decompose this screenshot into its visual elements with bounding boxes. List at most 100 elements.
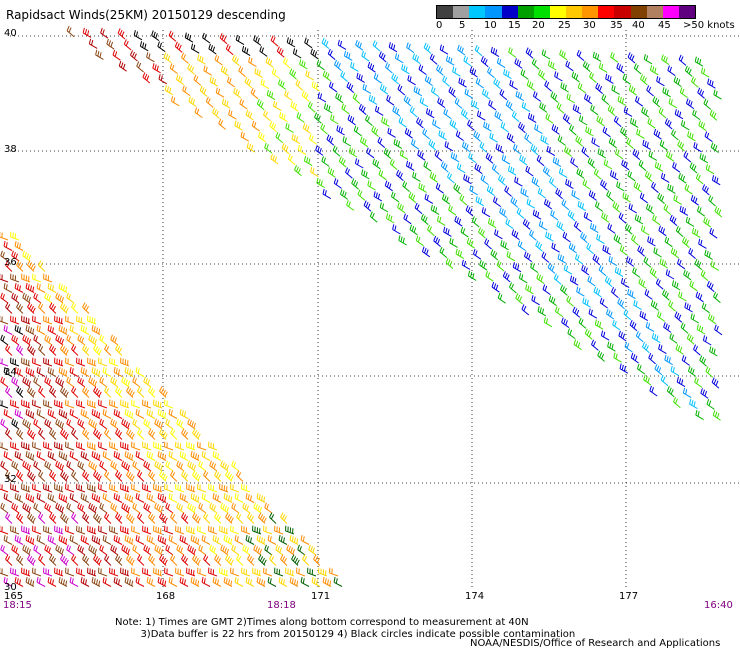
wind-barb bbox=[33, 334, 42, 346]
wind-barb bbox=[3, 283, 13, 293]
wind-barb bbox=[11, 250, 20, 262]
wind-barb bbox=[687, 366, 697, 377]
wind-barb bbox=[351, 178, 359, 190]
wind-barb bbox=[186, 483, 196, 493]
wind-barb bbox=[491, 163, 500, 175]
wind-barb bbox=[179, 535, 189, 545]
wind-barb bbox=[678, 54, 687, 66]
wind-barb bbox=[669, 214, 678, 226]
wind-barb bbox=[25, 367, 35, 377]
wind-barb bbox=[131, 567, 141, 577]
wind-barb bbox=[10, 483, 20, 493]
wind-barb bbox=[54, 441, 64, 451]
wind-barb bbox=[361, 169, 370, 180]
wind-barb bbox=[302, 123, 311, 134]
wind-barb bbox=[443, 226, 452, 237]
wind-barb bbox=[36, 325, 46, 335]
wind-barb bbox=[481, 88, 491, 100]
wind-barb bbox=[645, 321, 655, 333]
wind-barb bbox=[658, 343, 667, 355]
wind-barb bbox=[159, 512, 168, 524]
wind-barb bbox=[21, 525, 31, 535]
wind-barb bbox=[463, 55, 472, 67]
wind-barb bbox=[236, 554, 244, 566]
wind-barb bbox=[146, 52, 155, 63]
wind-barb bbox=[275, 544, 284, 556]
wind-barb bbox=[124, 409, 134, 419]
wind-barb bbox=[525, 47, 534, 59]
wind-barb bbox=[93, 554, 102, 566]
wind-barb bbox=[126, 554, 135, 566]
wind-barb bbox=[322, 577, 332, 587]
wind-barb bbox=[87, 483, 97, 493]
wind-barb bbox=[131, 441, 141, 451]
wind-barb bbox=[170, 512, 178, 524]
wind-barb bbox=[198, 544, 207, 556]
wind-barb bbox=[685, 98, 695, 110]
wind-barb bbox=[184, 32, 194, 43]
wind-barb bbox=[174, 41, 183, 53]
wind-barb bbox=[357, 189, 366, 201]
wind-barb bbox=[110, 334, 119, 346]
wind-barb bbox=[582, 297, 591, 308]
wind-barb bbox=[47, 283, 57, 293]
wind-barb bbox=[654, 161, 664, 172]
wind-barb bbox=[401, 64, 410, 75]
wind-barb bbox=[284, 90, 293, 101]
wind-barb bbox=[410, 138, 420, 150]
wind-barb bbox=[231, 502, 240, 514]
wind-barb bbox=[201, 535, 211, 545]
wind-barb bbox=[54, 399, 64, 409]
wind-barb bbox=[461, 141, 471, 153]
wind-barb bbox=[120, 483, 130, 493]
wind-barb bbox=[475, 196, 485, 207]
wind-barb bbox=[658, 225, 667, 237]
wind-barb bbox=[643, 374, 652, 386]
wind-barb bbox=[658, 107, 667, 119]
wind-barb bbox=[627, 170, 636, 182]
wind-barb bbox=[300, 535, 310, 545]
wind-barb bbox=[58, 577, 68, 587]
wind-barb bbox=[452, 66, 461, 77]
wind-barb bbox=[652, 214, 661, 226]
wind-barb bbox=[625, 256, 635, 267]
wind-barb bbox=[44, 334, 53, 346]
wind-barb bbox=[607, 104, 616, 116]
wind-barb bbox=[0, 567, 9, 577]
wind-barb bbox=[608, 137, 617, 149]
wind-barb bbox=[164, 399, 174, 409]
wind-barb bbox=[647, 117, 656, 129]
wind-barb bbox=[77, 376, 86, 388]
wind-barb bbox=[637, 245, 645, 257]
wind-barb bbox=[531, 58, 540, 70]
wind-barb bbox=[109, 483, 119, 493]
colorbar-segment bbox=[517, 6, 534, 18]
wind-barb bbox=[82, 386, 90, 398]
wind-barb bbox=[289, 535, 299, 545]
wind-barb bbox=[175, 567, 185, 577]
wind-barb bbox=[642, 342, 650, 354]
wind-barb bbox=[27, 470, 36, 482]
wind-barb bbox=[22, 250, 31, 262]
wind-barb bbox=[44, 544, 53, 556]
wind-barb bbox=[498, 174, 506, 186]
wind-barb bbox=[186, 441, 196, 451]
wind-barb bbox=[157, 41, 166, 53]
wind-barb bbox=[438, 130, 447, 141]
wind-barb bbox=[10, 567, 20, 577]
wind-barb bbox=[684, 65, 693, 77]
wind-barb bbox=[491, 281, 500, 293]
wind-barb bbox=[0, 273, 9, 283]
wind-barb bbox=[700, 67, 710, 78]
wind-barb bbox=[444, 141, 454, 152]
wind-barb bbox=[547, 60, 557, 71]
wind-barb bbox=[11, 376, 20, 388]
wind-barb bbox=[622, 73, 631, 85]
wind-barb bbox=[548, 295, 557, 307]
wind-barb bbox=[58, 409, 68, 419]
wind-barb bbox=[630, 352, 639, 364]
wind-barb bbox=[3, 409, 13, 419]
wind-barb bbox=[702, 335, 712, 346]
colorbar-segment bbox=[485, 6, 502, 18]
wind-barb bbox=[154, 460, 163, 472]
